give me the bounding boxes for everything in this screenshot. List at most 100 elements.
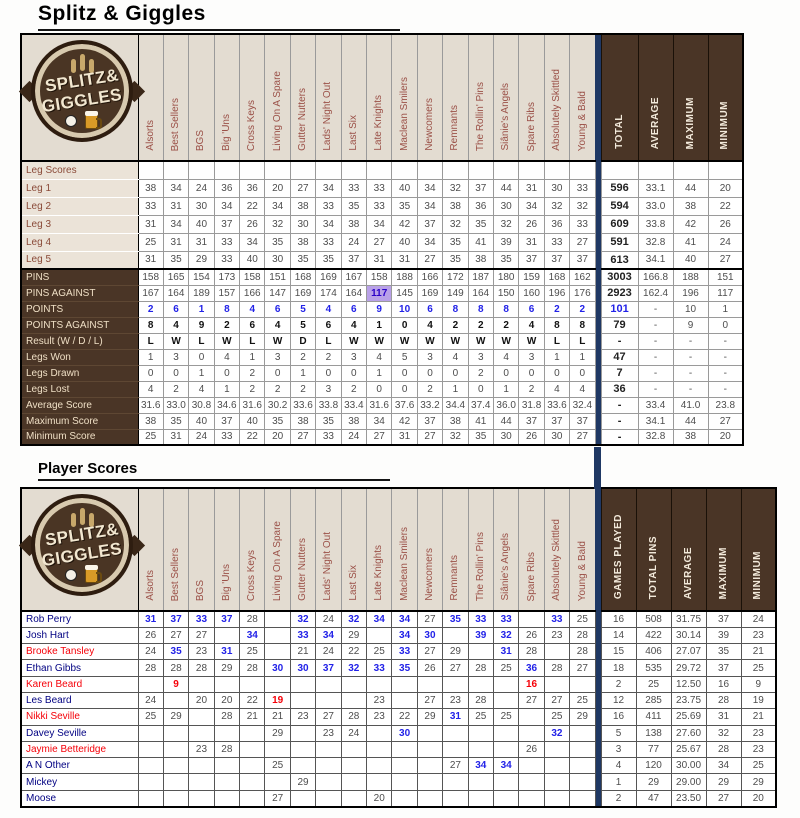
score-cell[interactable]: 40 [391, 178, 418, 198]
column-header-last-six[interactable]: Last Six [340, 488, 367, 612]
score-cell[interactable]: 29 [162, 708, 190, 726]
score-cell[interactable]: 6 [416, 300, 444, 318]
score-cell[interactable]: 37 [518, 412, 545, 430]
summary-cell[interactable]: 20 [707, 428, 744, 446]
score-cell[interactable]: 28 [340, 708, 368, 726]
score-cell[interactable]: 34 [162, 178, 190, 198]
grid-cell[interactable] [416, 160, 444, 180]
score-cell[interactable]: 33 [366, 659, 393, 677]
score-cell[interactable]: 35 [162, 412, 190, 430]
score-cell[interactable]: 30 [492, 428, 520, 446]
score-cell[interactable]: 32 [264, 214, 291, 234]
summary-cell[interactable]: 47 [635, 789, 672, 808]
score-cell[interactable]: 0 [137, 364, 164, 382]
score-cell[interactable]: W [391, 332, 418, 350]
score-cell[interactable]: L [188, 332, 215, 350]
summary-cell[interactable]: 29.72 [670, 659, 707, 677]
summary-cell[interactable]: - [707, 364, 744, 382]
column-header-maclean-smilers[interactable]: Maclean Smilers [391, 34, 418, 162]
summary-cell[interactable]: - [672, 332, 709, 350]
score-cell[interactable]: 2 [315, 348, 342, 366]
summary-cell[interactable]: 9 [740, 675, 777, 693]
score-cell[interactable] [442, 724, 469, 742]
summary-cell[interactable]: 77 [635, 740, 672, 759]
score-cell[interactable]: 1 [569, 348, 596, 366]
player-name[interactable]: Josh Hart [21, 626, 139, 645]
score-cell[interactable]: 33 [569, 214, 596, 234]
score-cell[interactable]: 31 [518, 178, 545, 198]
summary-cell[interactable]: 25.69 [670, 708, 707, 726]
summary-cell[interactable]: 44 [672, 178, 709, 198]
score-cell[interactable]: 26 [518, 214, 545, 234]
score-cell[interactable] [188, 773, 215, 791]
score-cell[interactable]: 187 [467, 268, 494, 286]
summary-cell[interactable]: 23 [740, 724, 777, 742]
score-cell[interactable]: 1 [239, 348, 266, 366]
score-cell[interactable]: 169 [315, 268, 342, 286]
score-cell[interactable]: 31 [137, 610, 164, 628]
score-cell[interactable]: 4 [188, 380, 215, 398]
summary-cell[interactable]: 196 [672, 284, 709, 302]
score-cell[interactable] [442, 789, 469, 808]
score-cell[interactable]: 3 [467, 348, 494, 366]
score-cell[interactable] [569, 773, 596, 791]
score-cell[interactable] [569, 789, 596, 808]
score-cell[interactable]: W [366, 332, 393, 350]
score-cell[interactable]: 38 [289, 196, 317, 216]
column-header-average[interactable]: AVERAGE [637, 34, 674, 162]
player-name[interactable]: Karen Beard [21, 675, 139, 693]
score-cell[interactable] [188, 724, 215, 742]
score-cell[interactable] [213, 773, 241, 791]
column-header-minimum[interactable]: MINIMUM [707, 34, 744, 162]
score-cell[interactable]: 32 [340, 610, 368, 628]
score-cell[interactable] [518, 708, 545, 726]
score-cell[interactable] [467, 773, 494, 791]
score-cell[interactable]: 1 [137, 348, 164, 366]
score-cell[interactable] [239, 724, 266, 742]
column-header-si-nie-s-angels[interactable]: Siânie's Angels [492, 488, 519, 612]
summary-cell[interactable]: 2 [600, 789, 637, 808]
summary-cell[interactable]: - [637, 316, 674, 334]
score-cell[interactable]: 2 [569, 300, 596, 318]
score-cell[interactable]: 8 [442, 300, 469, 318]
score-cell[interactable]: 23 [289, 708, 317, 726]
score-cell[interactable]: 0 [366, 380, 393, 398]
summary-cell[interactable]: 23.8 [707, 396, 744, 414]
score-cell[interactable]: 35 [264, 412, 291, 430]
score-cell[interactable]: 25 [239, 643, 266, 661]
score-cell[interactable]: 32 [442, 214, 469, 234]
score-cell[interactable]: 25 [467, 708, 494, 726]
score-cell[interactable]: 30 [543, 428, 571, 446]
score-cell[interactable]: 29 [442, 643, 469, 661]
score-cell[interactable]: 29 [213, 659, 241, 677]
score-cell[interactable]: 20 [264, 428, 291, 446]
row-label-leg-4[interactable]: Leg 4 [21, 233, 139, 252]
score-cell[interactable] [162, 724, 190, 742]
column-header-absolutely-skittled[interactable]: Absolutely Skittled [543, 34, 570, 162]
score-cell[interactable]: 37.6 [391, 396, 418, 414]
summary-cell[interactable]: - [707, 348, 744, 366]
row-label-result-w-d-l[interactable]: Result (W / D / L) [21, 333, 139, 350]
score-cell[interactable] [239, 757, 266, 775]
score-cell[interactable]: 31 [213, 643, 241, 661]
score-cell[interactable] [264, 643, 291, 661]
score-cell[interactable] [391, 691, 418, 710]
summary-cell[interactable]: - [637, 300, 674, 318]
grid-cell[interactable] [707, 160, 744, 180]
summary-cell[interactable]: 596 [600, 178, 639, 198]
score-cell[interactable]: 3 [162, 348, 190, 366]
summary-cell[interactable]: 4 [600, 757, 637, 775]
score-cell[interactable]: 35 [467, 428, 494, 446]
score-cell[interactable] [289, 757, 317, 775]
score-cell[interactable]: 28 [569, 643, 596, 661]
score-cell[interactable]: 173 [213, 268, 241, 286]
score-cell[interactable] [467, 724, 494, 742]
column-header-alsorts[interactable]: Alsorts [137, 488, 164, 612]
score-cell[interactable]: 26 [518, 428, 545, 446]
score-cell[interactable] [340, 691, 368, 710]
score-cell[interactable]: 19 [264, 691, 291, 710]
score-cell[interactable]: 27 [162, 626, 190, 645]
grid-cell[interactable] [467, 160, 494, 180]
score-cell[interactable]: 33 [315, 428, 342, 446]
summary-cell[interactable]: 37 [705, 610, 742, 628]
